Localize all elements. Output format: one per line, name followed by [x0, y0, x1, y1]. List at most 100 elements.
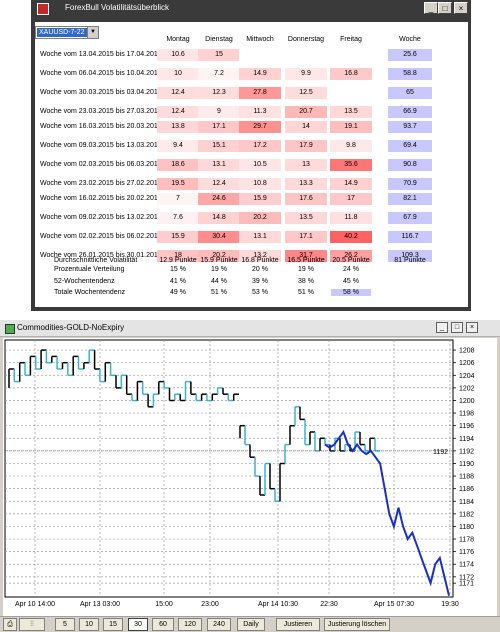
day-value-cell: 9: [198, 106, 240, 118]
stat-value: 15.9 Punkte: [200, 257, 238, 264]
y-tick-label: 1202: [459, 385, 475, 392]
stat-value: 38 %: [298, 278, 314, 285]
day-value-cell: 29.7: [239, 121, 281, 133]
column-header: Montag: [166, 36, 190, 43]
day-value-cell: 7.2: [198, 68, 240, 80]
stat-value: 16.5 Punkte: [287, 257, 325, 264]
y-tick-label: 1188: [459, 474, 474, 481]
day-value-cell: 13.3: [285, 178, 327, 190]
day-value-cell: 14: [285, 121, 327, 133]
week-total-cell: 90.8: [388, 159, 432, 171]
close-icon[interactable]: ×: [454, 2, 468, 14]
week-label: Woche vom 23.02.2015 bis 27.02.2015: [40, 180, 162, 187]
week-total-cell: 67.9: [388, 212, 432, 224]
day-value-cell: 9.9: [285, 68, 327, 80]
stat-value: 15 %: [170, 266, 186, 273]
clear-adjust-button[interactable]: Justierung löschen: [324, 618, 390, 631]
y-tick-label: 1182: [459, 511, 474, 518]
day-value-cell: 18: [157, 250, 199, 262]
x-tick-label: Apr 13 03:00: [80, 601, 120, 608]
y-tick-label: 1192: [459, 448, 474, 455]
current-price-label: 1192: [433, 449, 448, 456]
x-tick-label: Apr 14 10:30: [258, 601, 298, 608]
day-value-cell: 13.1: [239, 231, 281, 243]
stat-label: Totale Wochentendenz: [54, 289, 126, 296]
day-value-cell: 9.8: [330, 140, 372, 152]
day-value-cell: 27.8: [239, 87, 281, 99]
period-button[interactable]: 240: [207, 618, 231, 631]
chart-toolbar: ⎙ ⫶⫶ 5 10 15 30 60 120 240 Daily Justieren Just…: [0, 616, 500, 632]
stat-value: 12.9 Punkte: [159, 257, 197, 264]
chart-window-title: Commodities-GOLD-NoExpiry: [17, 323, 125, 332]
period-button[interactable]: Daily: [237, 618, 265, 631]
price-series-line: [324, 429, 450, 596]
week-total-cell: 69.4: [388, 140, 432, 152]
week-label: Woche vom 02.03.2015 bis 06.03.2015: [40, 161, 162, 168]
day-value-cell: 17.9: [285, 140, 327, 152]
day-value-cell: 12.4: [157, 106, 199, 118]
chevron-down-icon[interactable]: ▼: [87, 27, 98, 38]
period-button[interactable]: 30: [128, 618, 148, 631]
print-icon[interactable]: ⎙: [3, 618, 17, 631]
day-value-cell: 17.2: [239, 140, 281, 152]
y-tick-label: 1198: [459, 411, 474, 418]
maximize-icon[interactable]: □: [451, 322, 463, 333]
day-value-cell: 14.9: [239, 68, 281, 80]
day-value-cell: 10.6: [157, 49, 199, 61]
day-value-cell: 14.8: [198, 212, 240, 224]
close-icon[interactable]: ×: [466, 322, 478, 333]
column-header: Freitag: [340, 36, 362, 43]
minimize-icon[interactable]: _: [424, 2, 438, 14]
period-button[interactable]: 120: [178, 618, 202, 631]
week-label: Woche vom 23.03.2015 bis 27.03.2015: [40, 108, 162, 115]
week-total-cell: 109.3: [388, 250, 432, 262]
y-tick-label: 1200: [459, 398, 475, 405]
day-value-cell: 13.5: [285, 212, 327, 224]
day-value-cell: 40.2: [330, 231, 372, 243]
chart-title-bar[interactable]: Commodities-GOLD-NoExpiry _ □ ×: [0, 320, 500, 337]
x-tick-label: 22:30: [320, 601, 338, 608]
y-tick-label: 1184: [459, 499, 474, 506]
day-value-cell: 15.1: [198, 140, 240, 152]
day-value-cell: 20.7: [285, 106, 327, 118]
week-total-cell: 58.8: [388, 68, 432, 80]
stat-value: 19 %: [211, 266, 227, 273]
adjust-button[interactable]: Justieren: [276, 618, 320, 631]
maximize-icon[interactable]: □: [438, 2, 452, 14]
day-value-cell: 12.4: [198, 178, 240, 190]
y-tick-label: 1196: [459, 423, 474, 430]
day-value-cell: 20.2: [198, 250, 240, 262]
x-tick-label: 23:00: [201, 601, 219, 608]
stat-value: 44 %: [211, 278, 227, 285]
day-value-cell: 24.6: [198, 193, 240, 205]
stat-value: 45 %: [343, 278, 359, 285]
chart-window: Commodities-GOLD-NoExpiry _ □ × Apr 10 1…: [0, 320, 500, 632]
period-button[interactable]: 60: [152, 618, 174, 631]
week-label: Woche vom 09.02.2015 bis 13.02.2015: [40, 214, 162, 221]
volatility-window: ForexBull Volatilitätsüberblick _ □ × XA…: [31, 0, 471, 311]
column-header: Dienstag: [205, 36, 233, 43]
period-button[interactable]: 5: [55, 618, 75, 631]
candle-mode-icon[interactable]: ⫶⫶: [19, 618, 45, 631]
week-total-cell: 116.7: [388, 231, 432, 243]
minimize-icon[interactable]: _: [436, 322, 448, 333]
stat-value: 81 Punkte: [394, 257, 426, 264]
period-button[interactable]: 10: [79, 618, 99, 631]
day-value-cell: 9.4: [157, 140, 199, 152]
week-label: Woche vom 16.03.2015 bis 20.03.2015: [40, 123, 162, 130]
x-tick-label: 19:30: [441, 601, 459, 608]
y-tick-label: 1194: [459, 436, 474, 443]
day-value-cell: 14.9: [330, 178, 372, 190]
day-value-cell: 13.8: [157, 121, 199, 133]
week-label: Woche vom 26.01.2015 bis 30.01.2015: [40, 252, 162, 259]
symbol-dropdown[interactable]: XAUUSD-7-22 ▼: [35, 26, 99, 39]
period-button[interactable]: 15: [103, 618, 123, 631]
stat-value: 53 %: [252, 289, 268, 296]
y-tick-label: 1204: [459, 373, 475, 380]
plot-frame: [4, 339, 454, 598]
price-chart[interactable]: Apr 10 14:00 Apr 13 03:00 15:00 23:00 Apr 14…: [3, 338, 497, 616]
day-value-cell: 17.6: [285, 193, 327, 205]
day-value-cell: [330, 49, 372, 61]
vol-title-bar[interactable]: ForexBull Volatilitätsüberblick _ □ ×: [31, 0, 471, 16]
day-value-cell: 10.5: [239, 159, 281, 171]
